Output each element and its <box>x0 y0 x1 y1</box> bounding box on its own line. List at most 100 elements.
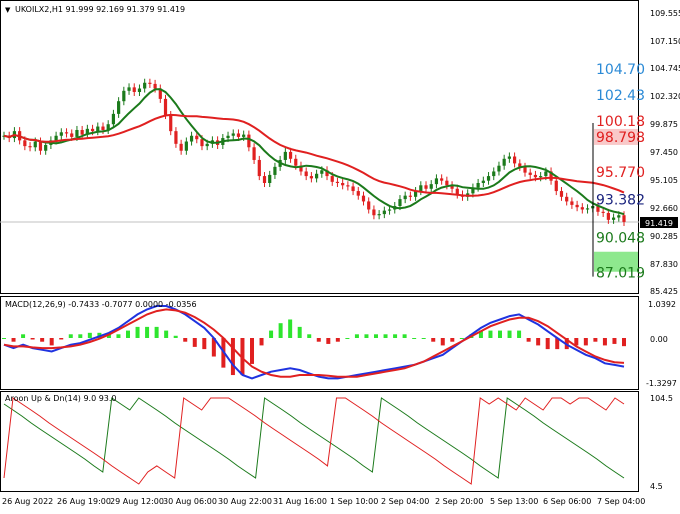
aroon-down-line <box>3 397 625 485</box>
macd-histogram-bar <box>517 330 522 338</box>
candle-body <box>486 176 491 181</box>
candle-body <box>148 82 152 84</box>
macd-histogram-bar <box>230 338 235 376</box>
candle-body <box>492 171 496 177</box>
macd-histogram-bar <box>40 338 45 342</box>
price-tick: 109.555 <box>650 9 680 18</box>
macd-histogram-bar <box>393 334 398 338</box>
macd-histogram-bar <box>106 334 111 338</box>
candle-body <box>330 176 334 182</box>
macd-histogram-bar <box>192 338 197 347</box>
candle-body <box>476 182 480 188</box>
macd-histogram-bar <box>440 338 445 346</box>
macd-histogram-bar <box>250 338 254 364</box>
macd-histogram-bar <box>450 338 455 342</box>
aroon-up-line <box>3 397 625 479</box>
candle-body <box>117 101 121 114</box>
macd-tick: 0.00 <box>650 335 668 344</box>
level-box <box>594 251 638 272</box>
time-tick: 30 Aug 22:00 <box>218 497 272 506</box>
macd-histogram-bar <box>488 330 493 338</box>
candle-body <box>195 135 199 140</box>
macd-histogram-bar <box>49 338 54 346</box>
candle-body <box>596 206 600 212</box>
candle-body <box>174 131 178 144</box>
candle-body <box>445 180 449 186</box>
candle-body <box>403 195 407 200</box>
price-tick: 107.150 <box>650 37 680 46</box>
aroon-axis: 104.5 4.5 <box>650 394 673 491</box>
candle-body <box>559 191 564 197</box>
macd-tick: 1.0392 <box>648 300 676 309</box>
candle-body <box>413 191 418 197</box>
candle-body <box>408 195 412 197</box>
candle-body <box>96 126 100 132</box>
candle-body <box>44 144 48 151</box>
macd-axis: 1.0392 0.00 -1.3297 <box>646 300 677 388</box>
candle-body <box>351 186 355 192</box>
candle-body <box>90 128 95 132</box>
candle-body <box>320 170 324 174</box>
candle-body <box>471 187 475 194</box>
current-price-tag: 91.419 <box>640 217 678 228</box>
candle-body <box>132 87 136 92</box>
macd-series <box>2 305 626 380</box>
candle-body <box>481 180 485 183</box>
candle-body <box>549 171 553 181</box>
level-label: 98.798 <box>596 130 645 146</box>
candle-body <box>382 210 386 215</box>
time-tick: 30 Aug 06:00 <box>163 497 217 506</box>
macd-histogram-bar <box>211 338 216 357</box>
candle-body <box>580 207 584 210</box>
candle-body <box>367 201 371 210</box>
candle-body <box>611 217 616 220</box>
candle-body <box>85 128 89 135</box>
time-tick: 5 Sep 13:00 <box>490 497 538 506</box>
time-tick: 2 Sep 20:00 <box>435 497 483 506</box>
macd-histogram-bar <box>555 338 560 350</box>
price-tick: 92.660 <box>650 204 678 213</box>
moving-averages <box>3 88 625 216</box>
candle-body <box>273 166 277 175</box>
candle-body <box>434 178 439 185</box>
candle-body <box>372 209 376 216</box>
aroon-pane[interactable] <box>0 391 639 492</box>
macd-pane[interactable] <box>0 296 639 390</box>
candle-body <box>356 191 360 196</box>
macd-histogram-bar <box>183 338 188 342</box>
macd-histogram-bar <box>536 338 541 346</box>
candle-body <box>122 90 126 102</box>
candle-body <box>28 146 32 148</box>
candle-body <box>33 141 37 148</box>
current-price-label: 91.419 <box>645 219 673 228</box>
macd-histogram-bar <box>68 334 73 338</box>
candle-body <box>268 174 272 183</box>
candle-body <box>617 215 621 218</box>
candle-body <box>111 113 116 125</box>
candle-body <box>236 133 241 137</box>
main-pane[interactable] <box>0 0 639 294</box>
time-tick: 29 Aug 12:00 <box>110 497 164 506</box>
level-label: 95.770 <box>596 165 645 181</box>
candle-body <box>294 158 298 166</box>
macd-tick: -1.3297 <box>646 379 677 388</box>
aroon-tick: 4.5 <box>650 482 663 491</box>
candle-body <box>544 171 548 177</box>
macd-histogram-bar <box>574 338 579 346</box>
candle-body <box>242 134 246 137</box>
level-label: 100.18 <box>596 114 645 130</box>
candle-body <box>257 159 261 177</box>
candle-body <box>361 195 366 202</box>
macd-histogram-bar <box>583 338 588 346</box>
macd-histogram-bar <box>2 338 6 339</box>
candle-body <box>570 201 574 205</box>
candle-body <box>398 199 402 207</box>
candle-body <box>158 88 162 99</box>
candle-body <box>163 98 168 116</box>
dropdown-arrow-icon[interactable]: ▼ <box>5 6 11 14</box>
macd-histogram-bar <box>364 334 369 338</box>
aroon-series <box>3 397 625 485</box>
candle-body <box>325 170 329 177</box>
